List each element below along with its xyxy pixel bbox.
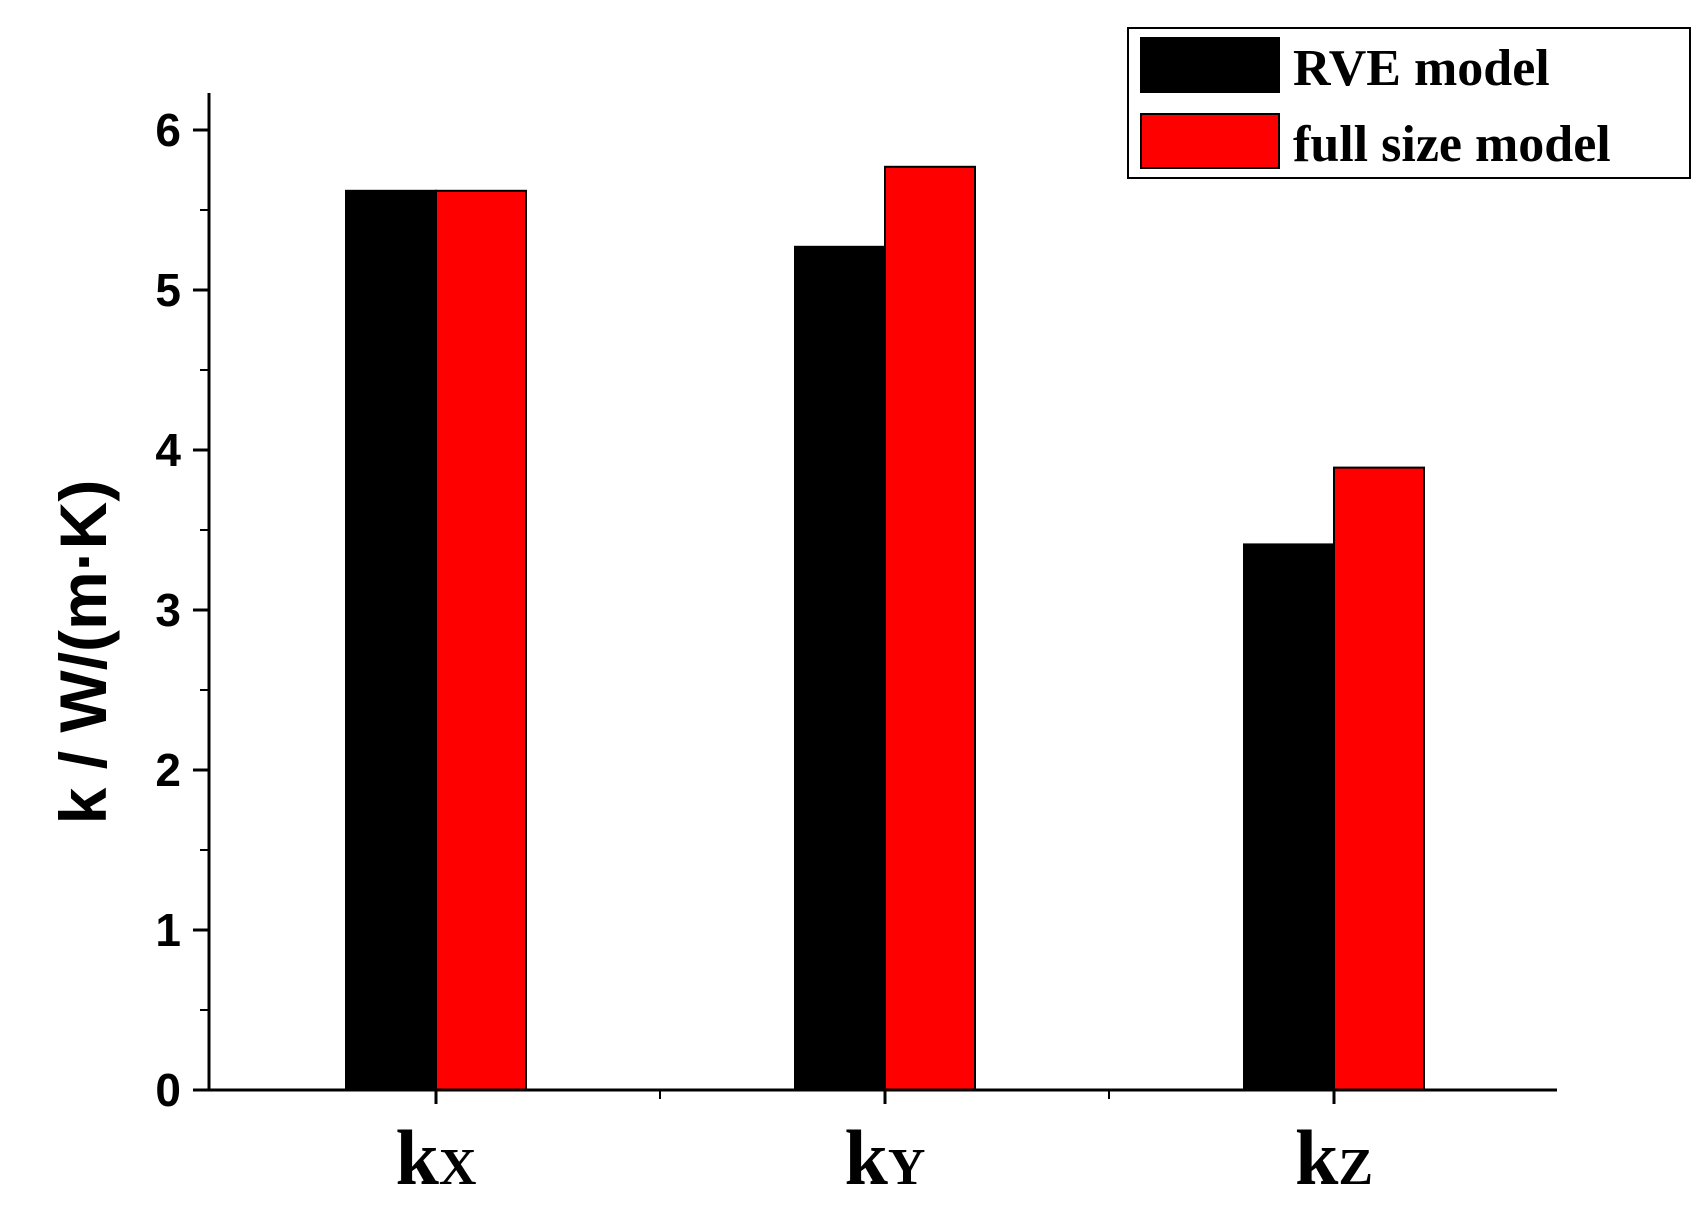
x-tick-label-kx: kX	[396, 1114, 477, 1201]
bar-rve-ky	[794, 245, 886, 1092]
axes-group	[207, 93, 1557, 1092]
y-tick-label: 1	[155, 904, 181, 956]
y-tick-label: 0	[155, 1064, 181, 1116]
bars-group	[345, 165, 1425, 1092]
bar-rve-kz	[1243, 543, 1335, 1091]
y-tick-label: 2	[155, 744, 181, 796]
x-ticks-group: kX kY kZ	[396, 1090, 1373, 1201]
legend-swatch-full-size	[1140, 113, 1280, 169]
x-tick-label-ky: kY	[845, 1114, 926, 1201]
legend-label-full-size: full size model	[1293, 116, 1611, 173]
y-tick-label: 6	[155, 104, 181, 156]
bar-full-size-ky	[884, 165, 976, 1092]
y-tick-label: 5	[155, 264, 181, 316]
y-tick-label: 4	[155, 424, 181, 476]
legend-swatch-rve	[1140, 37, 1280, 93]
y-axis-label: k / W/(m·K)	[46, 480, 120, 825]
x-tick-label-kz: kZ	[1295, 1114, 1373, 1201]
y-ticks-group: 0 1 2 3 4 5 6	[155, 104, 209, 1116]
legend-label-rve: RVE model	[1293, 40, 1550, 97]
bar-rve-kx	[345, 189, 437, 1092]
legend: RVE model full size model	[1127, 27, 1691, 179]
bar-full-size-kz	[1333, 466, 1425, 1092]
bar-full-size-kx	[435, 189, 527, 1092]
y-tick-label: 3	[155, 584, 181, 636]
